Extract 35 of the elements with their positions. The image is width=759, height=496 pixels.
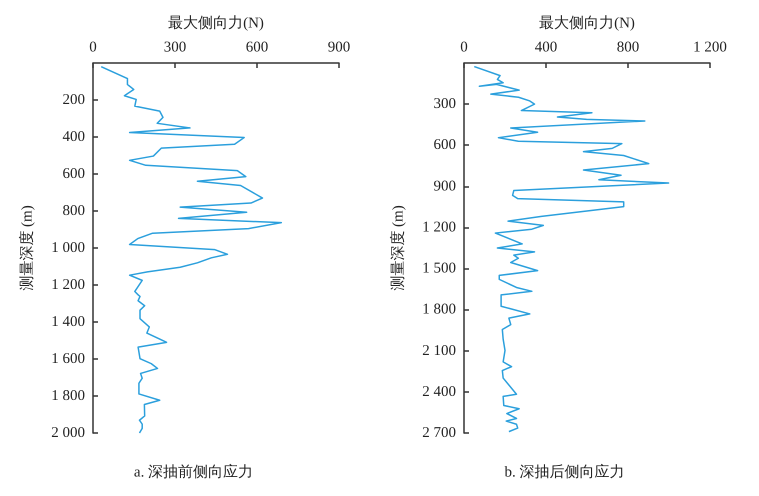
x-tick-label: 900 <box>328 40 350 56</box>
y-tick-label: 1 200 <box>51 277 85 293</box>
y-tick-label: 800 <box>62 203 85 219</box>
x-tick-label: 600 <box>246 40 268 56</box>
line-series <box>100 66 282 434</box>
y-tick-label: 1 000 <box>51 240 85 256</box>
y-tick-label: 1 800 <box>422 302 456 318</box>
y-tick-label: 2 700 <box>422 425 456 441</box>
x-tick-label: 1 200 <box>693 40 727 56</box>
y-tick-label: 2 400 <box>422 384 456 400</box>
text: a. 深抽前侧向应力 <box>134 464 254 480</box>
y-tick-label: 1 400 <box>51 314 85 330</box>
y-tick-label: 2 000 <box>51 425 85 441</box>
y-tick-label: 1 200 <box>422 219 456 236</box>
x-tick-label: 0 <box>89 40 97 56</box>
y-tick-label: 2 100 <box>422 342 456 359</box>
x-axis-title: 最大侧向力(N) <box>168 14 264 32</box>
y-tick-label: 900 <box>434 178 456 194</box>
y-tick-label: 300 <box>434 96 456 112</box>
x-axis-title: 最大侧向力(N) <box>539 14 635 32</box>
x-tick-label: 0 <box>460 40 468 56</box>
y-tick-label: 1 800 <box>51 388 85 404</box>
y-axis-title: 测量深度 (m) <box>390 205 406 291</box>
x-tick-label: 800 <box>616 40 640 56</box>
y-tick-label: 1 500 <box>422 260 456 277</box>
x-tick-label: 300 <box>164 40 186 56</box>
text: b. 深抽后侧向应力 <box>504 464 624 480</box>
y-tick-label: 400 <box>62 129 85 145</box>
y-tick-label: 600 <box>62 166 85 182</box>
y-tick-label: 1 600 <box>51 351 85 367</box>
y-axis-title: 测量深度 (m) <box>18 205 36 291</box>
y-tick-label: 200 <box>62 92 85 108</box>
y-tick-label: 600 <box>434 137 456 154</box>
x-tick-label: 400 <box>534 40 558 56</box>
line-series <box>474 66 670 432</box>
